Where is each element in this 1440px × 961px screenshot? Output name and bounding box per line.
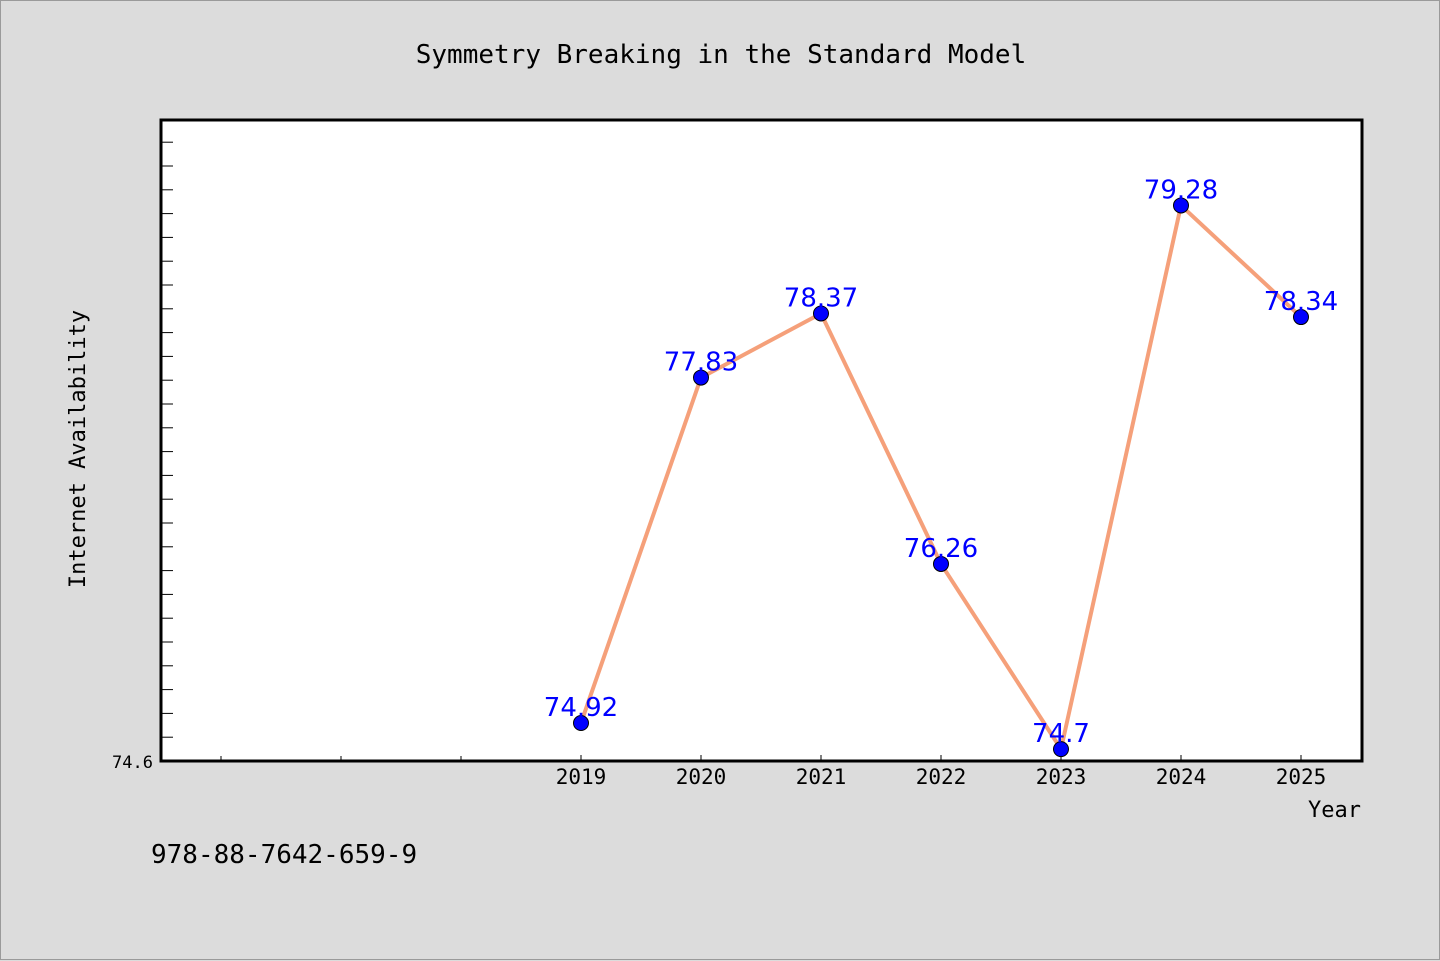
data-label: 74.7 bbox=[1032, 719, 1090, 749]
data-point bbox=[1173, 197, 1189, 214]
x-tick-label: 2021 bbox=[796, 765, 847, 789]
x-tick-label: 2020 bbox=[676, 765, 727, 789]
data-point bbox=[693, 369, 709, 386]
x-tick-label: 2024 bbox=[1156, 765, 1207, 789]
data-label: 74.92 bbox=[544, 693, 618, 723]
x-axis-label: Year bbox=[1308, 798, 1361, 823]
data-point bbox=[1053, 741, 1069, 758]
y-tick-label: 74.6 bbox=[112, 753, 153, 773]
chart-title: Symmetry Breaking in the Standard Model bbox=[416, 40, 1026, 70]
x-tick-label: 2023 bbox=[1036, 765, 1087, 789]
data-label: 79.28 bbox=[1144, 175, 1218, 205]
data-label: 76.26 bbox=[904, 534, 978, 564]
data-point bbox=[933, 555, 949, 572]
data-label: 77.83 bbox=[664, 348, 738, 378]
data-point bbox=[573, 715, 589, 732]
data-point bbox=[813, 305, 829, 322]
y-axis-ticks bbox=[161, 141, 173, 762]
y-axis-label: Internet Availability bbox=[66, 310, 91, 588]
data-point bbox=[1293, 309, 1309, 326]
plot-area bbox=[159, 118, 1364, 763]
data-label: 78.34 bbox=[1264, 287, 1338, 317]
x-tick-label: 2025 bbox=[1276, 765, 1327, 789]
series-layer: 74.92 77.83 78.37 76.26 74.7 79.28 78.34 bbox=[544, 175, 1338, 758]
x-axis-ticks: 2019 2020 2021 2022 2023 2024 2025 bbox=[220, 755, 1327, 789]
data-label: 78.37 bbox=[784, 283, 858, 313]
x-tick-label: 2019 bbox=[556, 765, 607, 789]
x-tick-label: 2022 bbox=[916, 765, 967, 789]
isbn-text: 978-88-7642-659-9 bbox=[151, 840, 417, 870]
